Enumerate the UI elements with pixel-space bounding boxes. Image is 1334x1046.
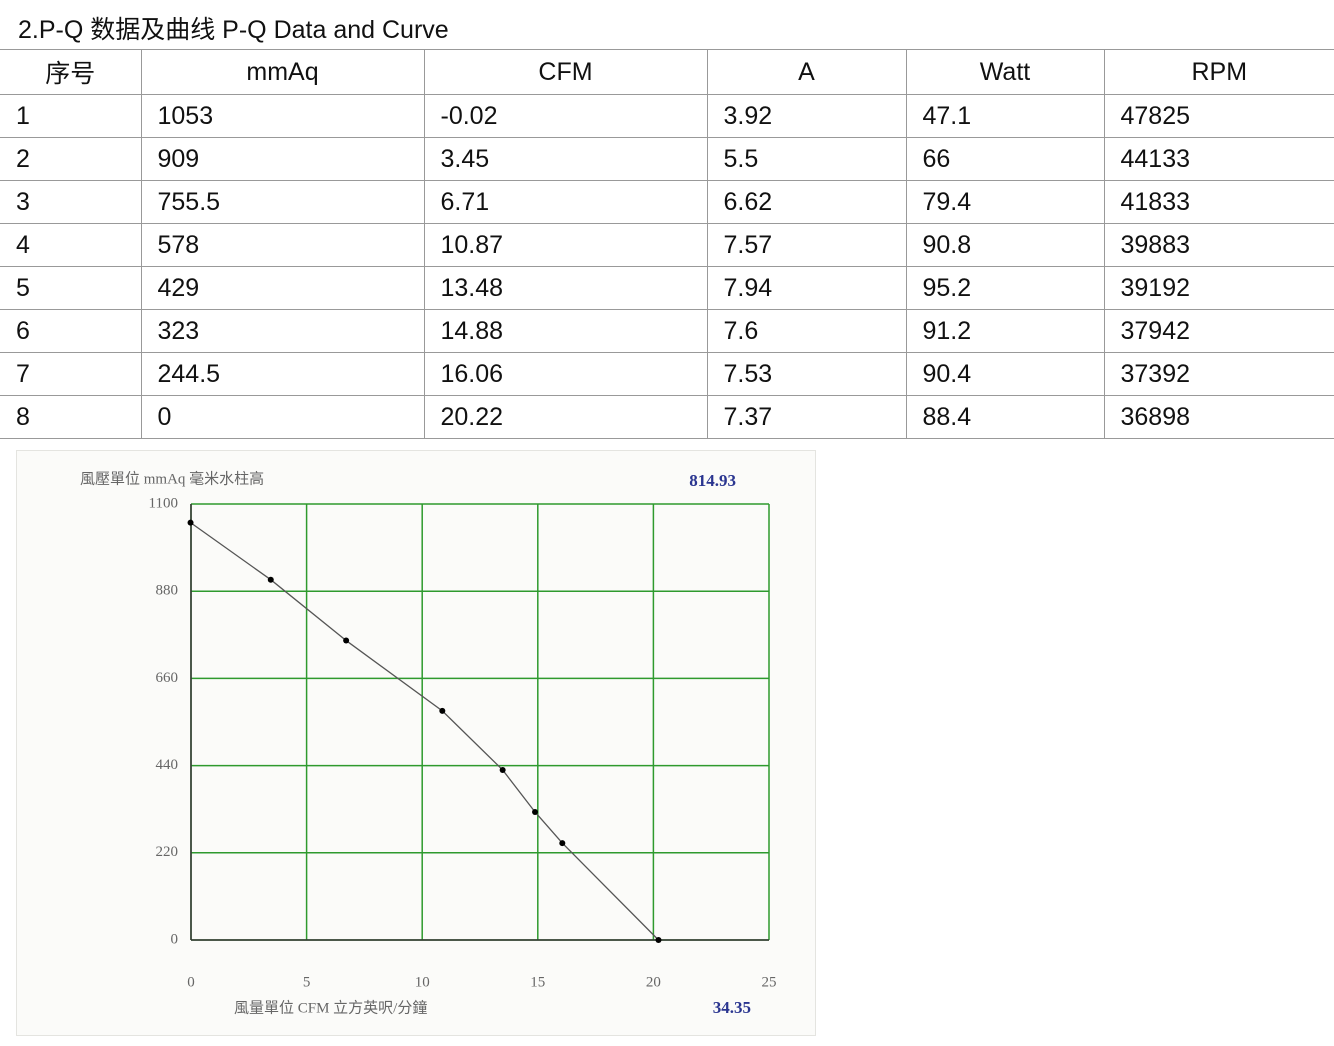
table-cell: 4 — [0, 223, 142, 267]
title: 2.P-Q 数据及曲线 P-Q Data and Curve — [18, 16, 449, 44]
table-cell: 7.53 — [706, 352, 907, 396]
data-point — [187, 519, 194, 526]
table-cell: 88.4 — [905, 395, 1105, 439]
x-tick-label: 0 — [187, 974, 195, 990]
table-cell: 37942 — [1103, 309, 1334, 353]
table-cell: 13.48 — [423, 266, 708, 310]
y-tick-label: 1100 — [149, 495, 178, 511]
y-tick-label: 880 — [156, 583, 179, 599]
table-cell: 41833 — [1103, 180, 1334, 224]
chart: 風壓單位 mmAq 毫米水柱高 814.93 風量單位 CFM 立方英呎/分鐘 … — [16, 450, 816, 1036]
table-cell: 90.8 — [905, 223, 1105, 267]
data-point — [532, 808, 539, 815]
annotation: 34.35 — [713, 998, 751, 1017]
data-point — [267, 576, 274, 583]
table-cell: 37392 — [1103, 352, 1334, 396]
curve — [190, 522, 659, 941]
table-cell: 7.6 — [706, 309, 907, 353]
table-cell: 3.45 — [423, 137, 708, 181]
table-cell: 44133 — [1103, 137, 1334, 181]
table-cell: 323 — [140, 309, 425, 353]
table-cell: 14.88 — [423, 309, 708, 353]
table-cell: 7.37 — [706, 395, 907, 439]
data-point — [655, 937, 662, 943]
header-cell: Watt — [905, 49, 1105, 95]
y-tick-label: 220 — [156, 844, 179, 860]
data-point — [499, 766, 506, 773]
table-cell: 3 — [0, 180, 142, 224]
table-cell: 95.2 — [905, 266, 1105, 310]
table-cell: 429 — [140, 266, 425, 310]
table-cell: 2 — [0, 137, 142, 181]
table-cell: 39192 — [1103, 266, 1334, 310]
table-cell: 7.94 — [706, 266, 907, 310]
table-row: 6 323 14.88 7.6 91.2 37942 — [0, 309, 1334, 353]
table-cell: 3.92 — [706, 94, 907, 138]
table-cell: 20.22 — [423, 395, 708, 439]
header-row: 序号 mmAq CFM A Watt RPM — [0, 49, 1334, 95]
data-point — [343, 637, 350, 644]
data-point — [439, 707, 446, 714]
table-row: 5 429 13.48 7.94 95.2 39192 — [0, 266, 1334, 310]
header-cell: RPM — [1103, 49, 1334, 95]
table-cell: 5.5 — [706, 137, 907, 181]
chart-frame — [16, 450, 816, 1036]
header-cell: mmAq — [140, 49, 425, 95]
table-cell: 10.87 — [423, 223, 708, 267]
table-cell: 79.4 — [905, 180, 1105, 224]
table-cell: 578 — [140, 223, 425, 267]
x-axis-label: 風量單位 CFM 立方英呎/分鐘 — [234, 998, 427, 1016]
table-cell: 7.57 — [706, 223, 907, 267]
table-cell: 755.5 — [140, 180, 425, 224]
table-cell: 6.71 — [423, 180, 708, 224]
table-row: 7 244.5 16.06 7.53 90.4 37392 — [0, 352, 1334, 396]
table-cell: 8 — [0, 395, 142, 439]
table-cell: 16.06 — [423, 352, 708, 396]
table-row: 1 1053 -0.02 3.92 47.1 47825 — [0, 94, 1334, 138]
table-cell: 5 — [0, 266, 142, 310]
annotation: 814.93 — [689, 471, 736, 490]
y-tick-label: 660 — [156, 670, 179, 686]
y-tick-label: 0 — [171, 931, 179, 947]
table-cell: -0.02 — [423, 94, 708, 138]
table-cell: 47.1 — [905, 94, 1105, 138]
table-row: 4 578 10.87 7.57 90.8 39883 — [0, 223, 1334, 267]
header-cell: A — [706, 49, 907, 95]
header-cell: CFM — [423, 49, 708, 95]
table-row: 8 0 20.22 7.37 88.4 36898 — [0, 395, 1334, 439]
table-row: 2 909 3.45 5.5 66 44133 — [0, 137, 1334, 181]
y-axis-label: 風壓單位 mmAq 毫米水柱高 — [80, 469, 264, 487]
header-cell: 序号 — [0, 49, 142, 95]
x-tick-label: 25 — [762, 974, 777, 990]
x-tick-label: 20 — [646, 974, 661, 990]
table-cell: 7 — [0, 352, 142, 396]
table-cell: 66 — [905, 137, 1105, 181]
table-cell: 1053 — [140, 94, 425, 138]
table-cell: 36898 — [1103, 395, 1334, 439]
table-cell: 6.62 — [706, 180, 907, 224]
x-tick-label: 5 — [303, 974, 311, 990]
x-tick-label: 15 — [530, 974, 545, 990]
data-table: 序号 mmAq CFM A Watt RPM 1 1053 -0.02 3.92 47.1 4782… — [0, 49, 1334, 439]
table-cell: 0 — [140, 395, 425, 439]
table-cell: 1 — [0, 94, 142, 138]
table-cell: 47825 — [1103, 94, 1334, 138]
table-cell: 91.2 — [905, 309, 1105, 353]
table-row: 3 755.5 6.71 6.62 79.4 41833 — [0, 180, 1334, 224]
x-tick-label: 10 — [415, 974, 430, 990]
table-cell: 244.5 — [140, 352, 425, 396]
table-body: 1 1053 -0.02 3.92 47.1 47825 2 909 3.45 5.5 66 4413… — [0, 94, 1334, 439]
table-cell: 39883 — [1103, 223, 1334, 267]
data-point — [559, 840, 566, 847]
table-cell: 6 — [0, 309, 142, 353]
y-tick-label: 440 — [156, 757, 179, 773]
table-cell: 909 — [140, 137, 425, 181]
table-cell: 90.4 — [905, 352, 1105, 396]
